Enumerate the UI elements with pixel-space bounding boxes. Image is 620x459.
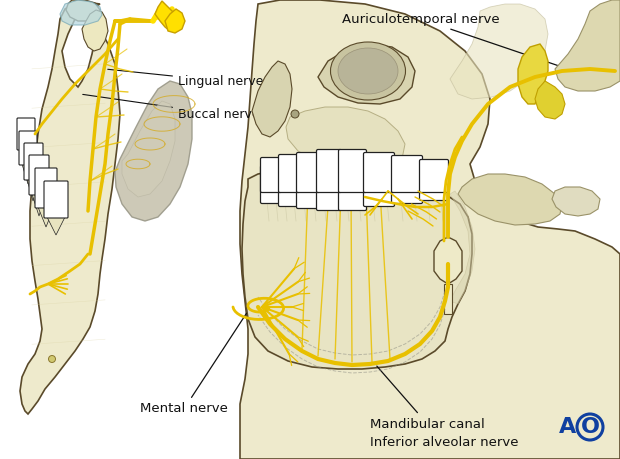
Polygon shape [240,0,620,459]
Polygon shape [444,284,452,314]
Polygon shape [32,194,46,216]
Polygon shape [155,1,178,31]
Ellipse shape [330,42,405,100]
Polygon shape [38,207,54,227]
Text: A: A [559,417,577,437]
FancyBboxPatch shape [19,131,37,165]
FancyBboxPatch shape [29,155,49,195]
Polygon shape [434,237,462,284]
Text: Auriculotemporal nerve: Auriculotemporal nerve [342,12,565,68]
Polygon shape [535,81,565,119]
FancyBboxPatch shape [420,166,448,201]
Polygon shape [318,44,415,104]
Polygon shape [450,4,548,99]
Polygon shape [122,101,175,197]
FancyBboxPatch shape [316,150,342,192]
FancyBboxPatch shape [44,181,68,218]
FancyBboxPatch shape [278,155,299,192]
Text: Mandibular canal: Mandibular canal [370,366,485,431]
Polygon shape [82,10,108,51]
Polygon shape [115,81,192,221]
Circle shape [48,356,56,363]
FancyBboxPatch shape [339,166,366,211]
FancyBboxPatch shape [260,166,281,203]
Polygon shape [47,217,65,235]
Polygon shape [60,0,102,25]
Text: Buccal nerve: Buccal nerve [82,95,260,121]
Polygon shape [286,107,405,171]
FancyBboxPatch shape [391,156,422,192]
Polygon shape [27,179,40,201]
Polygon shape [165,9,185,33]
FancyBboxPatch shape [24,143,43,180]
FancyBboxPatch shape [363,152,394,192]
FancyBboxPatch shape [420,159,448,192]
FancyBboxPatch shape [260,157,281,192]
FancyBboxPatch shape [363,166,394,207]
FancyBboxPatch shape [391,166,422,203]
Polygon shape [450,191,475,304]
Ellipse shape [338,48,398,94]
FancyBboxPatch shape [296,166,319,208]
FancyBboxPatch shape [316,166,342,211]
Polygon shape [458,174,562,225]
Polygon shape [518,44,548,104]
FancyBboxPatch shape [17,118,35,150]
Text: O: O [580,417,600,437]
Text: Inferior alveolar nerve: Inferior alveolar nerve [370,437,518,449]
Polygon shape [242,171,472,369]
Polygon shape [252,61,292,137]
Text: Mental nerve: Mental nerve [140,313,247,415]
Text: Lingual nerve: Lingual nerve [108,69,264,88]
Polygon shape [555,0,620,91]
Polygon shape [552,187,600,216]
Polygon shape [66,0,100,21]
Polygon shape [20,1,120,414]
Polygon shape [20,149,32,167]
FancyBboxPatch shape [296,152,319,192]
FancyBboxPatch shape [278,166,299,207]
Polygon shape [22,164,34,184]
FancyBboxPatch shape [35,168,57,208]
FancyBboxPatch shape [339,150,366,192]
Circle shape [291,110,299,118]
